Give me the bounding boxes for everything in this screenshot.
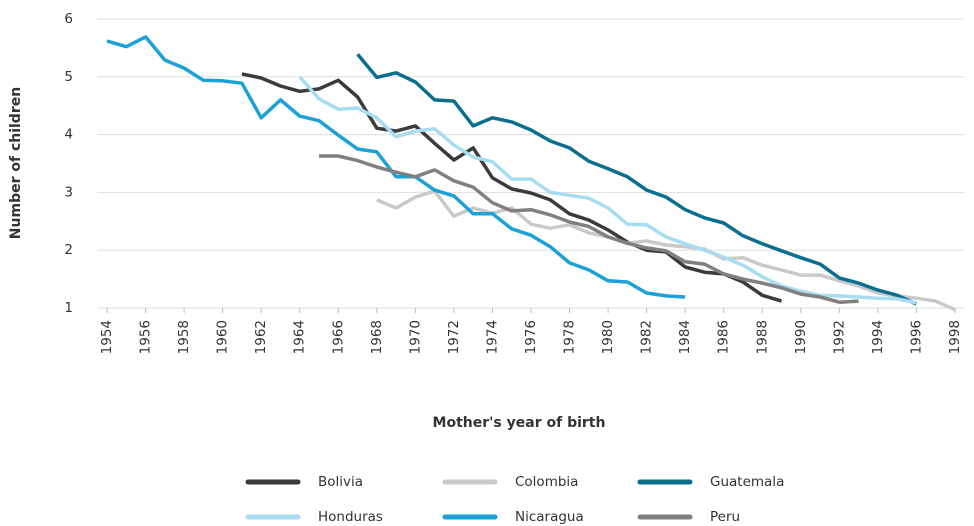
series-line xyxy=(376,189,956,312)
legend-label: Bolivia xyxy=(318,474,363,490)
x-tick-label: 1994 xyxy=(870,320,886,354)
x-tick-label: 1976 xyxy=(523,320,539,354)
x-tick-label: 1982 xyxy=(639,320,655,354)
y-tick-label: 3 xyxy=(64,184,73,200)
x-tick-label: 1974 xyxy=(484,320,500,354)
x-tick-label: 1964 xyxy=(292,320,308,354)
series-line xyxy=(106,35,686,299)
x-tick-label: 1962 xyxy=(253,320,269,354)
x-tick-label: 1984 xyxy=(677,320,693,354)
legend-label: Guatemala xyxy=(710,474,784,490)
y-tick-label: 1 xyxy=(64,300,73,316)
x-tick-label: 1996 xyxy=(908,320,924,354)
legend-label: Peru xyxy=(710,509,740,525)
legend-label: Honduras xyxy=(318,509,383,525)
legend-label: Colombia xyxy=(515,474,578,490)
y-tick-label: 4 xyxy=(64,127,73,143)
legend-label: Nicaragua xyxy=(515,509,584,525)
x-tick-label: 1978 xyxy=(562,320,578,354)
x-tick-label: 1968 xyxy=(369,320,385,354)
y-tick-label: 6 xyxy=(64,11,73,27)
series-line xyxy=(356,53,918,306)
x-tick-label: 1972 xyxy=(446,320,462,354)
x-tick-label: 1980 xyxy=(600,320,616,354)
x-tick-label: 1966 xyxy=(330,320,346,354)
series-line xyxy=(298,75,917,305)
x-tick-label: 1954 xyxy=(99,320,115,354)
y-axis-label: Number of children xyxy=(8,87,24,239)
series-line xyxy=(241,72,783,303)
x-tick-label: 1958 xyxy=(176,320,192,354)
x-tick-label: 1986 xyxy=(716,320,732,354)
series-line xyxy=(319,154,859,304)
x-tick-label: 1988 xyxy=(754,320,770,354)
x-tick-label: 1970 xyxy=(407,320,423,354)
x-axis-label: Mother's year of birth xyxy=(433,415,606,431)
y-tick-label: 2 xyxy=(64,242,73,258)
x-tick-label: 1992 xyxy=(831,320,847,354)
x-tick-label: 1956 xyxy=(138,320,154,354)
x-tick-label: 1990 xyxy=(793,320,809,354)
x-tick-label: 1960 xyxy=(215,320,231,354)
x-tick-label: 1998 xyxy=(947,320,963,354)
y-tick-label: 5 xyxy=(64,69,73,85)
